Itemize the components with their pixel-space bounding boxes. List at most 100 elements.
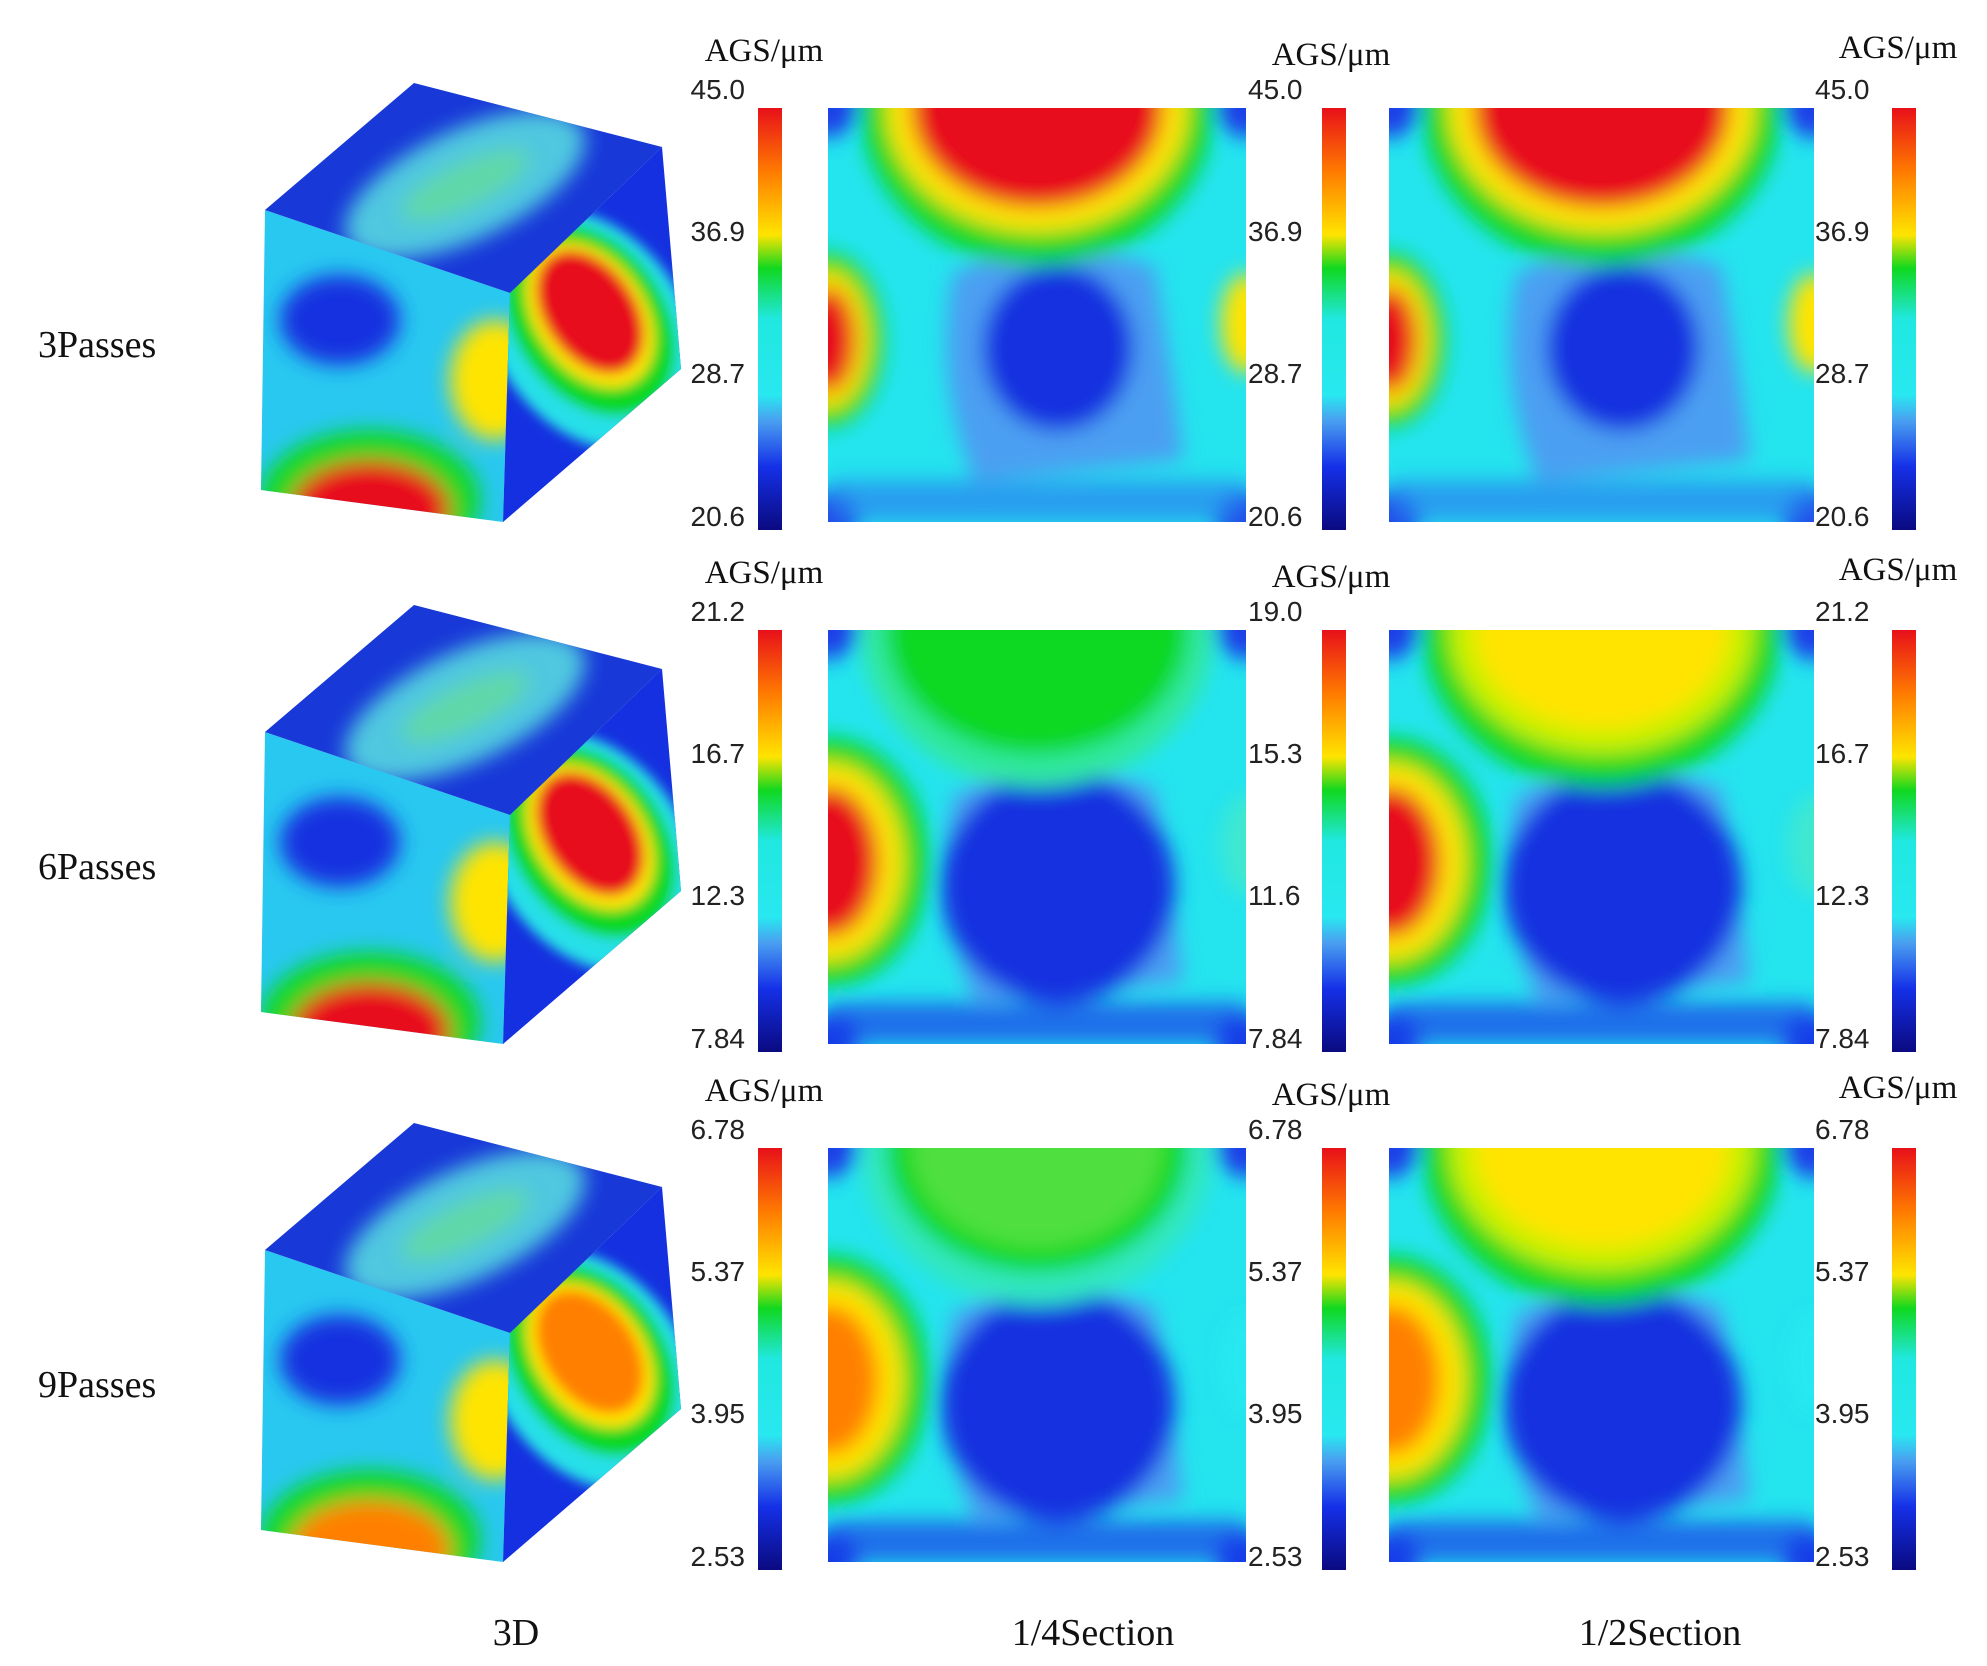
colorbar-tick: 3.95 [1248,1398,1303,1429]
top-blob [911,108,1163,208]
face-blobs [503,732,681,972]
blob [280,275,400,365]
blue-deep [1503,770,1742,1003]
left-blob [1389,1305,1440,1455]
corner [1784,630,1814,660]
colorbar-tick: 7.84 [1815,1023,1870,1054]
colorbar-tick: 6.78 [1248,1114,1303,1145]
blob [536,772,644,896]
corner [828,630,858,660]
map-blobs [1389,108,1814,522]
section-map [828,630,1246,1044]
row-label: 9Passes [38,1364,156,1406]
blob [280,797,400,887]
column-label: 1/4Section [1012,1612,1175,1654]
blue-deep [1546,265,1700,431]
colorbar: AGS/μm 21.2 16.7 12.3 7.84 [1815,552,1958,1054]
colorbar-tick: 36.9 [1248,216,1303,247]
blob [400,671,530,743]
bottom-band [1389,1520,1814,1562]
blue-deep [982,265,1134,431]
colorbar-tick: 16.7 [691,738,746,769]
clip-group [828,630,1246,1044]
section-map [1389,108,1814,522]
clip-group [828,108,1246,522]
colorbar-tick: 28.7 [1815,358,1870,389]
cube [261,83,681,522]
blob [280,1315,400,1405]
right-blob [1788,1313,1814,1413]
corner [1389,630,1419,660]
corner [1389,1148,1419,1178]
colorbar-title: AGS/μm [1272,1077,1391,1113]
corner [1389,108,1419,138]
colorbar-bar [758,1148,782,1570]
right-blob [1788,273,1814,373]
blue-deep [940,1288,1175,1521]
corner [828,1148,858,1178]
colorbar: AGS/μm 45.0 36.9 28.7 20.6 [1815,30,1958,532]
clip-group [1389,630,1814,1044]
corner [1216,630,1246,660]
colorbar-tick: 28.7 [1248,358,1303,389]
colorbar-bar [758,108,782,530]
left-blob [1389,287,1418,392]
face-blobs [344,110,586,260]
row: 3PassesAGS/μm45.036.928.720.6AGS/μm45.03… [38,30,1958,532]
colorbar-tick: 11.6 [1248,880,1300,911]
map-blobs [828,108,1246,522]
colorbar-title: AGS/μm [1839,1070,1958,1106]
row-label: 6Passes [38,846,156,888]
bottom-band [1389,1002,1814,1044]
top-blob [1474,1148,1729,1248]
colorbar-tick: 21.2 [1815,596,1870,627]
colorbar-tick: 7.84 [1248,1023,1303,1054]
colorbar-tick: 15.3 [1248,738,1303,769]
left-blob [828,287,856,392]
section-map [1389,1148,1814,1562]
colorbar-tick: 12.3 [691,880,746,911]
colorbar: AGS/μm 21.2 16.7 12.3 7.84 [691,555,824,1054]
cube [261,605,681,1044]
corner [828,108,858,138]
blob [536,250,644,374]
colorbar-tick: 45.0 [691,74,746,105]
colorbar: AGS/μm6.78 5.37 3.95 2.53 [1248,1077,1391,1572]
top-blob [911,1148,1163,1248]
cube [261,1123,681,1562]
colorbar-tick: 19.0 [1248,596,1303,627]
bottom-band [828,480,1246,522]
colorbar-tick: 6.78 [1815,1114,1870,1145]
colorbar-bar [1892,108,1916,530]
top-blob [1474,108,1729,208]
left-blob [1389,787,1440,937]
right-blob [1220,273,1246,373]
column-label: 3D [493,1612,539,1654]
colorbar-tick: 12.3 [1815,880,1870,911]
section-map [1389,630,1814,1044]
clip-group [1389,1148,1814,1562]
bottom-band [1389,480,1814,522]
clip-group [1389,108,1814,522]
top-blob [1474,630,1729,730]
corner [1784,108,1814,138]
colorbar-tick: 21.2 [691,596,746,627]
corner [1216,1148,1246,1178]
bottom-band [828,1002,1246,1044]
colorbar-tick: 28.7 [691,358,746,389]
colorbar-tick: 7.84 [691,1023,746,1054]
section-map [828,108,1246,522]
colorbar-tick: 5.37 [1248,1256,1303,1287]
face-blobs [344,632,586,782]
corner [1216,108,1246,138]
map-blobs [1389,1148,1814,1562]
map-blobs [828,630,1246,1044]
row: 9PassesAGS/μm6.785.373.952.53AGS/μm6.785… [38,1070,1958,1572]
colorbar-tick: 16.7 [1815,738,1870,769]
colorbar-tick: 45.0 [1248,74,1303,105]
colorbar-bar [1892,1148,1916,1570]
colorbar-title: AGS/μm [705,555,824,591]
blob [536,1290,644,1414]
colorbar: AGS/μm 45.0 36.9 28.7 20.6 [691,33,824,532]
colorbar-title: AGS/μm [1272,37,1391,73]
